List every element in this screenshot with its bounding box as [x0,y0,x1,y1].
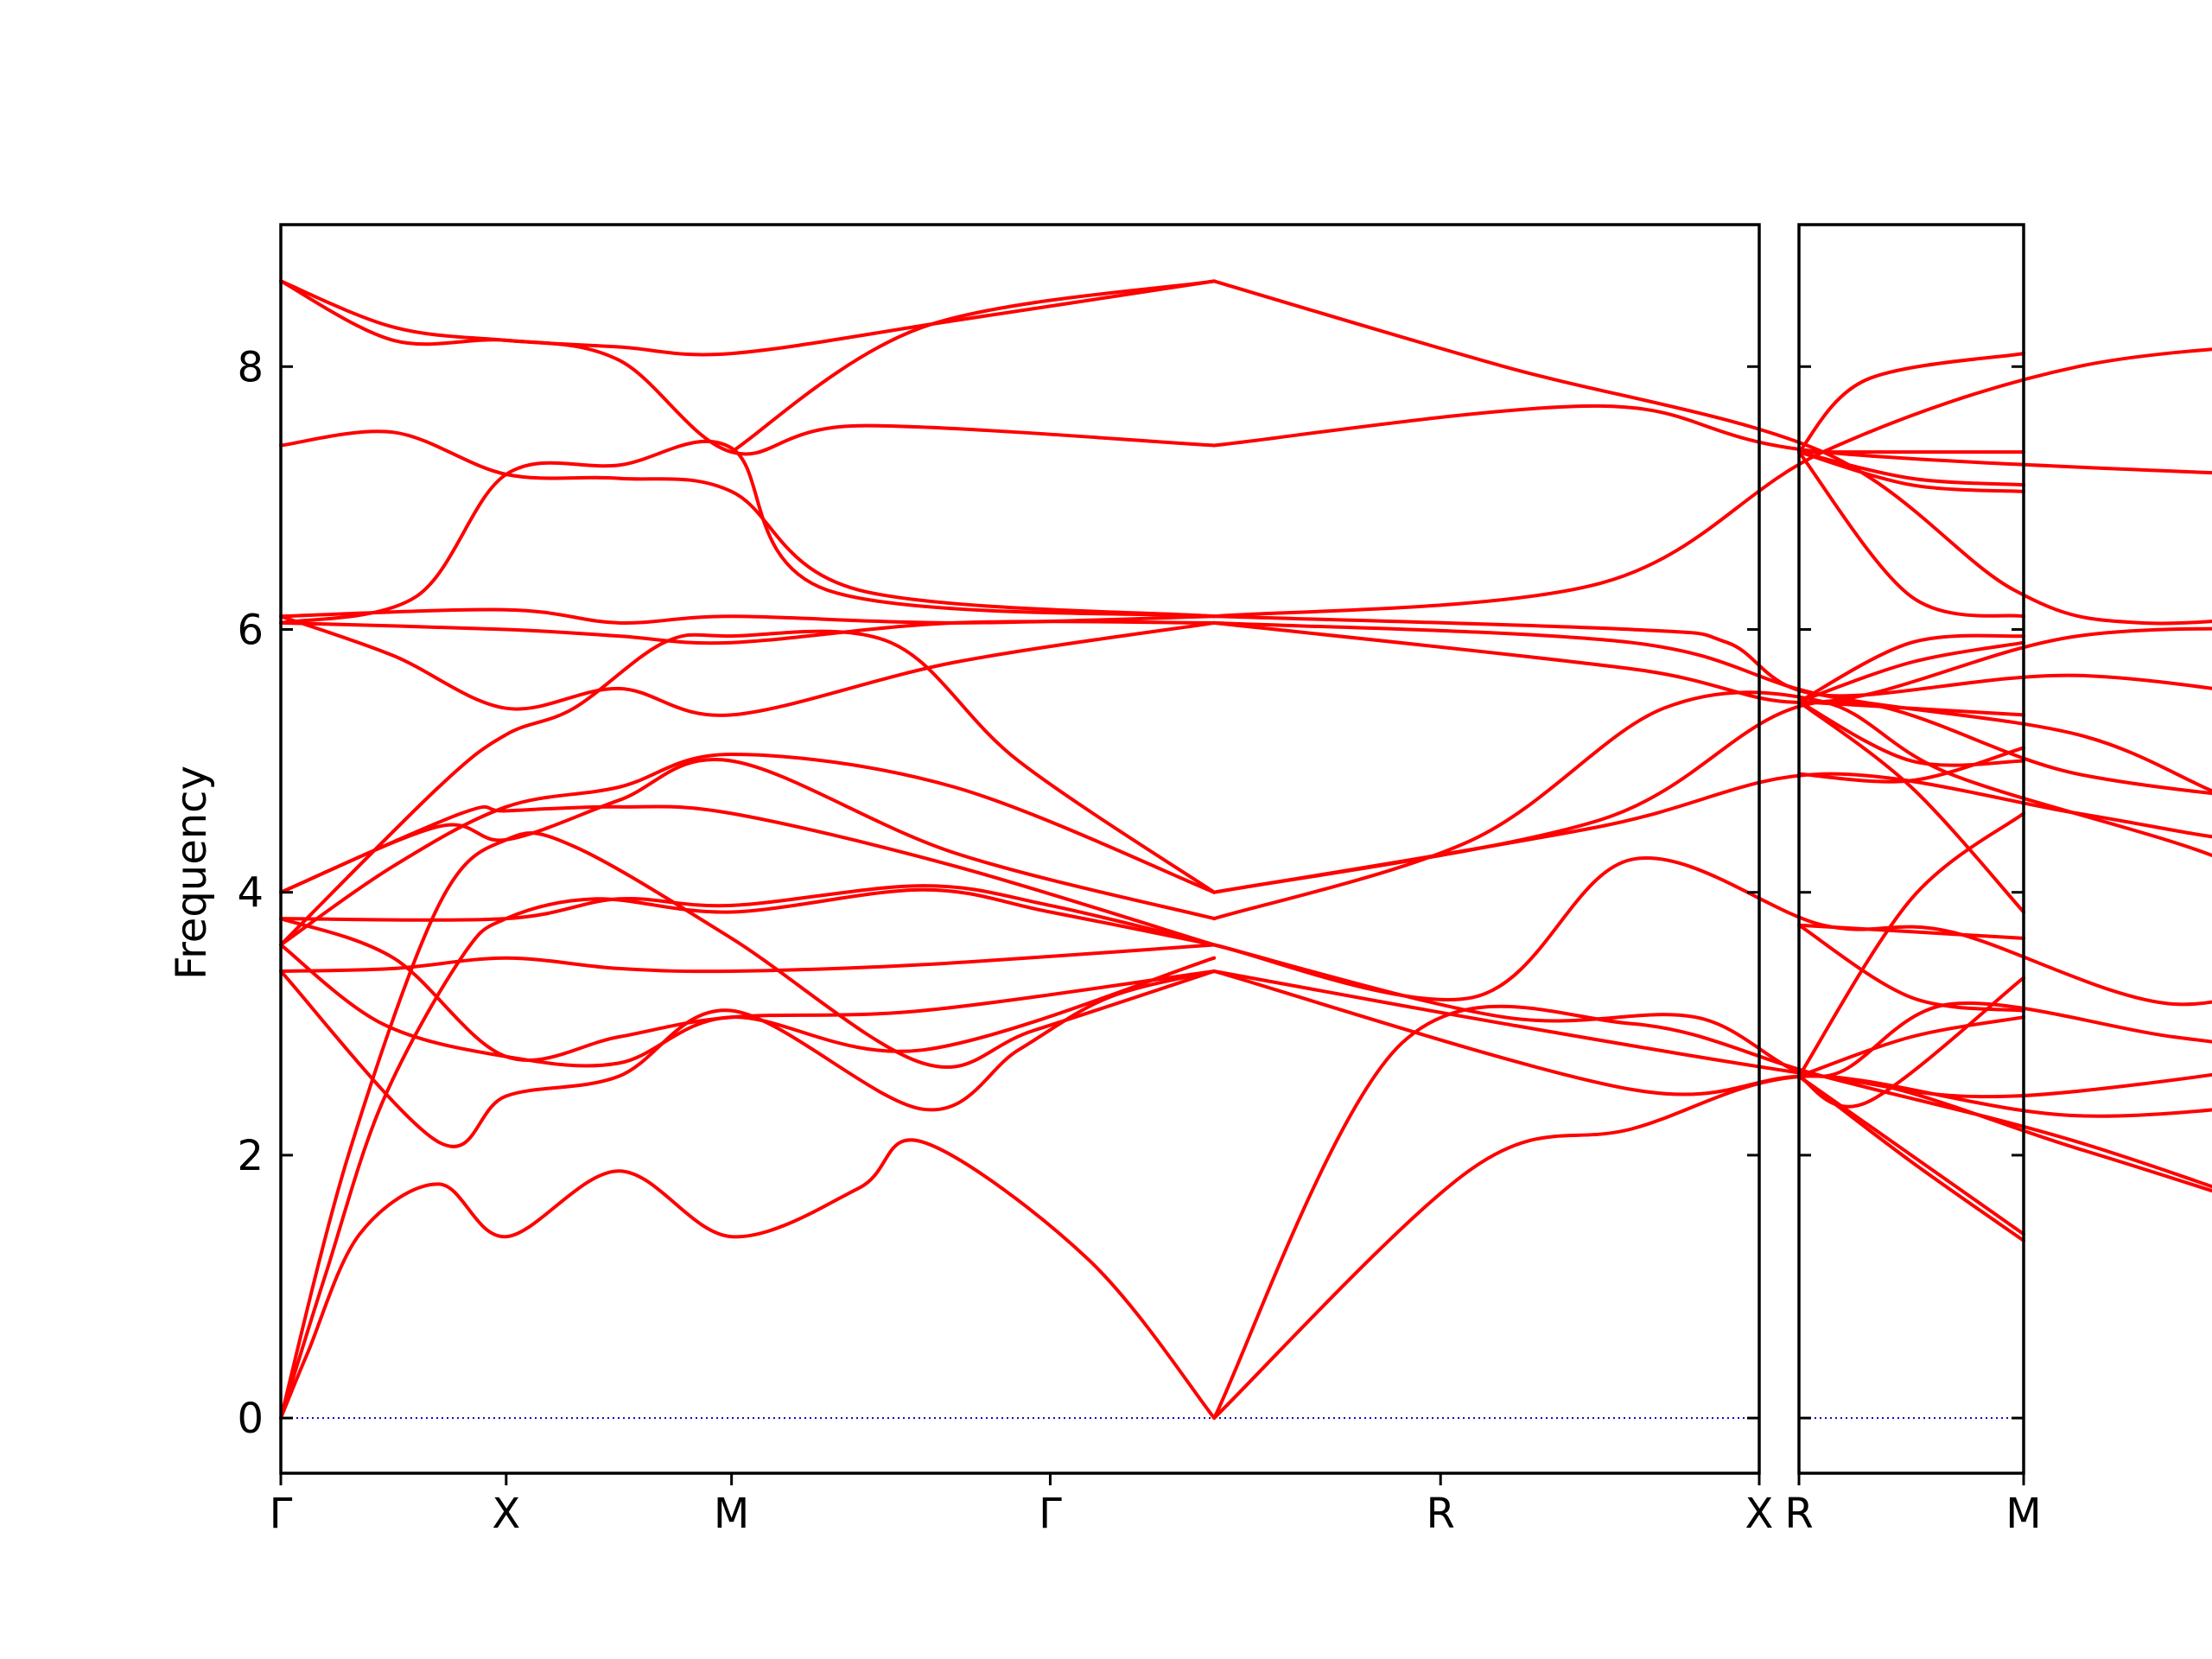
panel-main-band-9 [279,758,1217,921]
panel-main-band-4 [279,943,1217,1068]
panel-main-band-14 [279,607,1217,626]
x-tick-label: X [492,1490,520,1538]
panel-rm-band-5 [1797,633,2025,704]
x-tick-label: X [1745,1490,1774,1538]
y-tick-label: 4 [237,869,264,918]
y-tick-label: 2 [237,1132,264,1180]
panel-main-band-20 [1212,279,2212,626]
axes-frame [279,223,1761,1475]
panel-rm-band-9 [1797,700,2025,914]
panel-main-band-12 [279,614,1217,717]
panel-rm-band-4 [1797,450,2025,619]
y-tick-label: 6 [237,606,264,654]
panel-main-band-27 [1212,772,2212,894]
panel-rm-band-6 [1797,640,2025,704]
panel-main-band-34 [1212,1074,2212,1421]
panel-main-band-33 [1212,1004,2212,1421]
panel-main-band-29 [1212,856,2212,1007]
panel-main-band-19 [729,279,1217,454]
panel-main-band-15 [279,439,1217,625]
panel-rm-band-8 [1797,700,2025,767]
panel-main-band-1 [279,887,1217,1421]
panel-main-band-16 [279,429,1217,619]
panel-main-band-28 [1212,690,2212,921]
x-tick-label: R [1427,1490,1455,1538]
y-tick-label: 8 [237,343,264,391]
panel-main-band-2 [279,831,1217,1421]
panel-main-band-0 [279,1138,1217,1421]
x-tick-label: M [714,1490,749,1538]
panel-main-band-3 [279,969,1217,1149]
panel-main-band-11 [279,629,1217,947]
panel-rm-band-14 [1797,1015,2025,1078]
panel-rm-band-17 [1797,1074,2025,1243]
panel-main-band-17 [279,279,1217,456]
panel-main-band-22 [1212,347,2212,619]
panel-main-band-8 [279,753,1217,947]
panel-rm-band-0 [1797,352,2025,454]
x-tick-label: R [1784,1490,1813,1538]
y-tick-label: 0 [237,1395,264,1443]
panel-main-band-7 [279,884,1217,947]
panel-main-band-23 [1212,614,2212,698]
panel-main-band-18 [279,279,1217,357]
panel-rm-band-12 [1797,923,2025,1013]
axes-frame [1797,223,2025,1475]
panel-main-band-5 [279,917,1217,1062]
x-tick-label: Γ [270,1490,293,1538]
panel-rm-band-13 [1797,811,2025,1078]
panel-rm-band-11 [1797,923,2025,940]
y-axis-label: Frequency [168,766,216,980]
x-tick-label: M [2005,1490,2041,1538]
panel-main-band-21 [1212,404,2212,475]
panel-rm-band-7 [1797,700,2025,717]
panel-rm-band-10 [1797,746,2025,784]
panel-rm-band-3 [1797,450,2025,493]
panel-main-band-6 [279,943,1217,974]
panel-main-band-10 [279,804,1217,947]
x-tick-label: Γ [1039,1490,1062,1538]
